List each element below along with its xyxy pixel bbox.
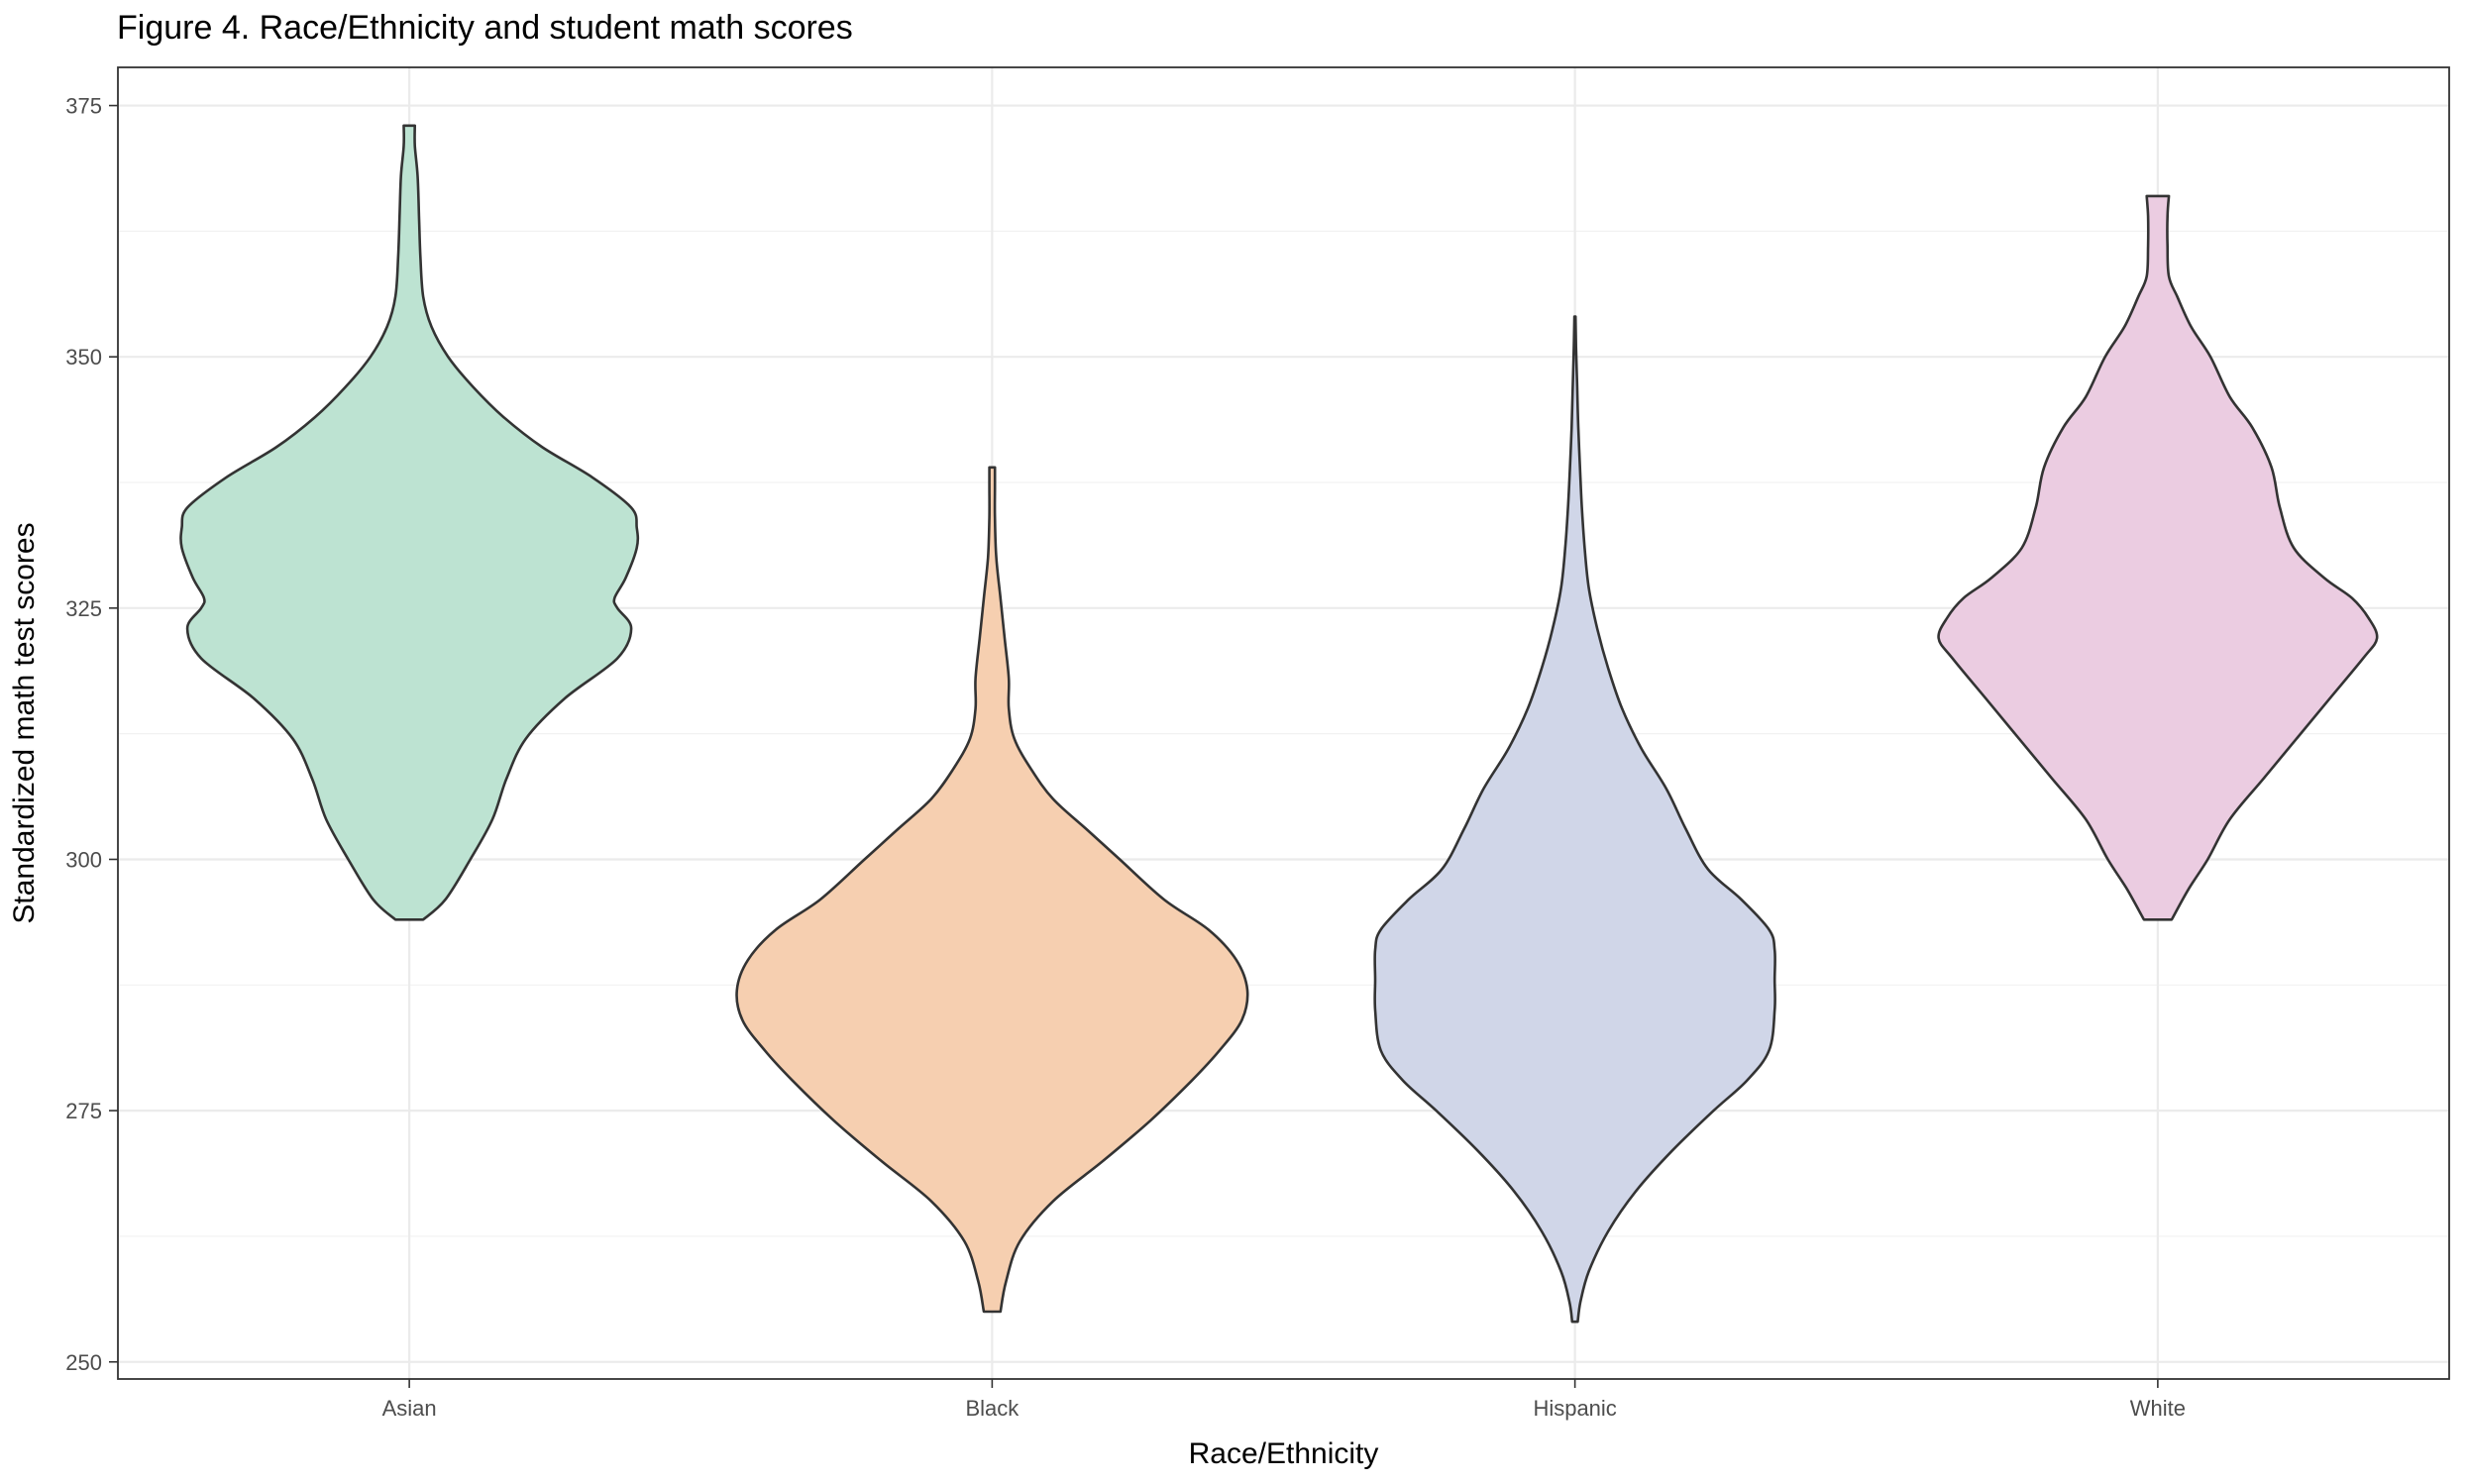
violins xyxy=(179,124,2379,1324)
plot-panel xyxy=(117,66,2450,1380)
x-tick-label: Asian xyxy=(382,1396,437,1421)
x-tick-label: Hispanic xyxy=(1533,1396,1616,1421)
y-tick-label: 325 xyxy=(65,596,102,621)
y-axis: 250 275 300 325 350 375 xyxy=(65,94,118,1375)
violin-hispanic xyxy=(1373,315,1776,1324)
y-tick-label: 300 xyxy=(65,847,102,872)
x-tick-label: White xyxy=(2130,1396,2186,1421)
y-tick-label: 250 xyxy=(65,1350,102,1375)
violin-white xyxy=(1937,194,2379,921)
y-tick-label: 275 xyxy=(65,1099,102,1123)
x-axis-title: Race/Ethnicity xyxy=(1189,1437,1379,1470)
chart-title: Figure 4. Race/Ethnicity and student mat… xyxy=(117,9,853,47)
violin-asian xyxy=(179,124,640,921)
x-axis: Asian Black Hispanic White xyxy=(382,1379,2186,1421)
y-axis-title: Standardized math test scores xyxy=(8,522,41,923)
panel-border xyxy=(117,66,2450,1380)
y-tick-label: 375 xyxy=(65,94,102,119)
y-tick-label: 350 xyxy=(65,345,102,370)
violin-black xyxy=(735,466,1249,1314)
x-tick-label: Black xyxy=(965,1396,1020,1421)
